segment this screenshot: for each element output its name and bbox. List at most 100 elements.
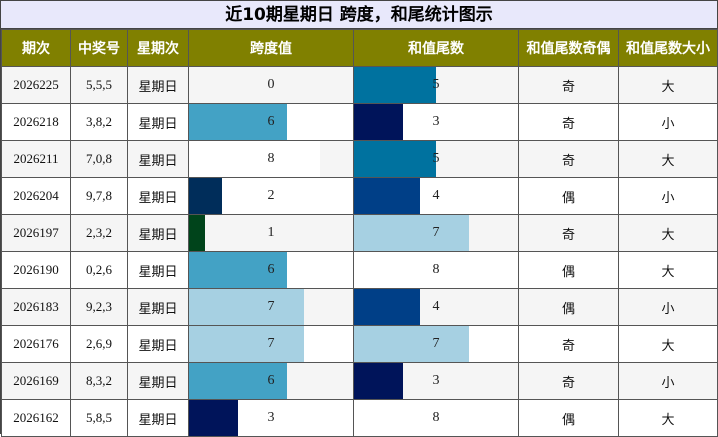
parity-cell: 奇: [518, 362, 619, 400]
span-cell-value: 7: [267, 299, 275, 314]
period-cell: 2026197: [1, 214, 71, 252]
size-cell: 大: [618, 140, 718, 178]
period-cell: 2026218: [1, 103, 71, 141]
header-span: 跨度值: [188, 29, 354, 67]
table-row: 2026204 9,7,8 星期日 2 4 偶小: [1, 177, 718, 215]
span-cell: 3: [188, 399, 354, 437]
table-row: 2026197 2,3,2 星期日 1 7 奇大: [1, 214, 718, 252]
span-cell: 1: [188, 214, 354, 252]
weekday-cell: 星期日: [127, 251, 189, 289]
span-cell-bar: [189, 289, 304, 325]
parity-cell: 偶: [518, 288, 619, 326]
weekday-cell: 星期日: [127, 66, 189, 104]
numbers-cell: 8,3,2: [70, 362, 128, 400]
size-cell: 大: [618, 325, 718, 363]
table-row: 2026162 5,8,5 星期日 3 8 偶大: [1, 399, 718, 437]
period-cell: 2026162: [1, 399, 71, 437]
sum-tail-cell-value: 5: [432, 77, 440, 92]
table-row: 2026183 9,2,3 星期日 7 4 偶小: [1, 288, 718, 326]
weekday-cell: 星期日: [127, 399, 189, 437]
span-cell-value: 2: [267, 188, 275, 203]
size-cell: 大: [618, 66, 718, 104]
span-cell: 2: [188, 177, 354, 215]
page-title: 近10期星期日 跨度，和尾统计图示: [1, 1, 717, 29]
span-cell: 7: [188, 325, 354, 363]
sum-tail-cell-bar: [354, 326, 469, 362]
weekday-cell: 星期日: [127, 177, 189, 215]
parity-cell: 奇: [518, 325, 619, 363]
parity-cell: 奇: [518, 214, 619, 252]
parity-cell: 偶: [518, 399, 619, 437]
period-cell: 2026169: [1, 362, 71, 400]
weekday-cell: 星期日: [127, 103, 189, 141]
sum-tail-cell-bar: [354, 178, 420, 214]
numbers-cell: 2,6,9: [70, 325, 128, 363]
span-cell: 8: [188, 140, 354, 178]
weekday-cell: 星期日: [127, 214, 189, 252]
header-sum-tail: 和值尾数: [353, 29, 519, 67]
header-row: 期次 中奖号 星期次 跨度值 和值尾数 和值尾数奇偶 和值尾数大小: [1, 29, 718, 67]
span-cell-value: 3: [267, 410, 275, 425]
span-cell-bar: [189, 252, 288, 288]
span-cell-value: 6: [267, 114, 275, 129]
span-cell-bar: [189, 400, 239, 436]
numbers-cell: 9,7,8: [70, 177, 128, 215]
numbers-cell: 3,8,2: [70, 103, 128, 141]
header-parity: 和值尾数奇偶: [518, 29, 619, 67]
header-weekday: 星期次: [127, 29, 189, 67]
sum-tail-cell-value: 3: [432, 114, 440, 129]
sum-tail-cell: 5: [353, 140, 519, 178]
span-cell-bar: [189, 215, 206, 251]
sum-tail-cell-value: 5: [432, 151, 440, 166]
sum-tail-cell-bar: [354, 363, 404, 399]
sum-tail-cell-bar: [354, 67, 436, 103]
sum-tail-cell: 8: [353, 399, 519, 437]
sum-tail-cell-bar: [354, 289, 420, 325]
size-cell: 小: [618, 177, 718, 215]
parity-cell: 偶: [518, 177, 619, 215]
table-row: 2026169 8,3,2 星期日 6 3 奇小: [1, 362, 718, 400]
numbers-cell: 0,2,6: [70, 251, 128, 289]
span-cell-bar: [189, 141, 321, 177]
sum-tail-cell: 7: [353, 214, 519, 252]
span-cell-value: 6: [267, 373, 275, 388]
weekday-cell: 星期日: [127, 325, 189, 363]
period-cell: 2026211: [1, 140, 71, 178]
span-cell-value: 8: [267, 151, 275, 166]
span-cell-bar: [189, 178, 222, 214]
sum-tail-cell: 5: [353, 66, 519, 104]
sum-tail-cell-value: 8: [432, 262, 440, 277]
sum-tail-cell: 4: [353, 177, 519, 215]
numbers-cell: 5,5,5: [70, 66, 128, 104]
span-cell: 6: [188, 362, 354, 400]
parity-cell: 奇: [518, 66, 619, 104]
period-cell: 2026225: [1, 66, 71, 104]
size-cell: 大: [618, 214, 718, 252]
parity-cell: 奇: [518, 140, 619, 178]
numbers-cell: 5,8,5: [70, 399, 128, 437]
parity-cell: 偶: [518, 251, 619, 289]
sum-tail-cell: 4: [353, 288, 519, 326]
span-cell-value: 7: [267, 336, 275, 351]
period-cell: 2026190: [1, 251, 71, 289]
sum-tail-cell: 3: [353, 103, 519, 141]
period-cell: 2026204: [1, 177, 71, 215]
table-row: 2026190 0,2,6 星期日 6 8 偶大: [1, 251, 718, 289]
span-cell-bar: [189, 363, 288, 399]
period-cell: 2026176: [1, 325, 71, 363]
sum-tail-cell-value: 8: [432, 410, 440, 425]
weekday-cell: 星期日: [127, 140, 189, 178]
sum-tail-cell-bar: [354, 104, 404, 140]
table-row: 2026225 5,5,5 星期日 0 5 奇大: [1, 66, 718, 104]
numbers-cell: 2,3,2: [70, 214, 128, 252]
span-cell: 0: [188, 66, 354, 104]
size-cell: 小: [618, 288, 718, 326]
weekday-cell: 星期日: [127, 362, 189, 400]
weekday-cell: 星期日: [127, 288, 189, 326]
sum-tail-cell-value: 7: [432, 336, 440, 351]
span-cell-bar: [189, 326, 304, 362]
table-row: 2026176 2,6,9 星期日 7 7 奇大: [1, 325, 718, 363]
header-period: 期次: [1, 29, 71, 67]
sum-tail-cell-value: 4: [432, 299, 440, 314]
